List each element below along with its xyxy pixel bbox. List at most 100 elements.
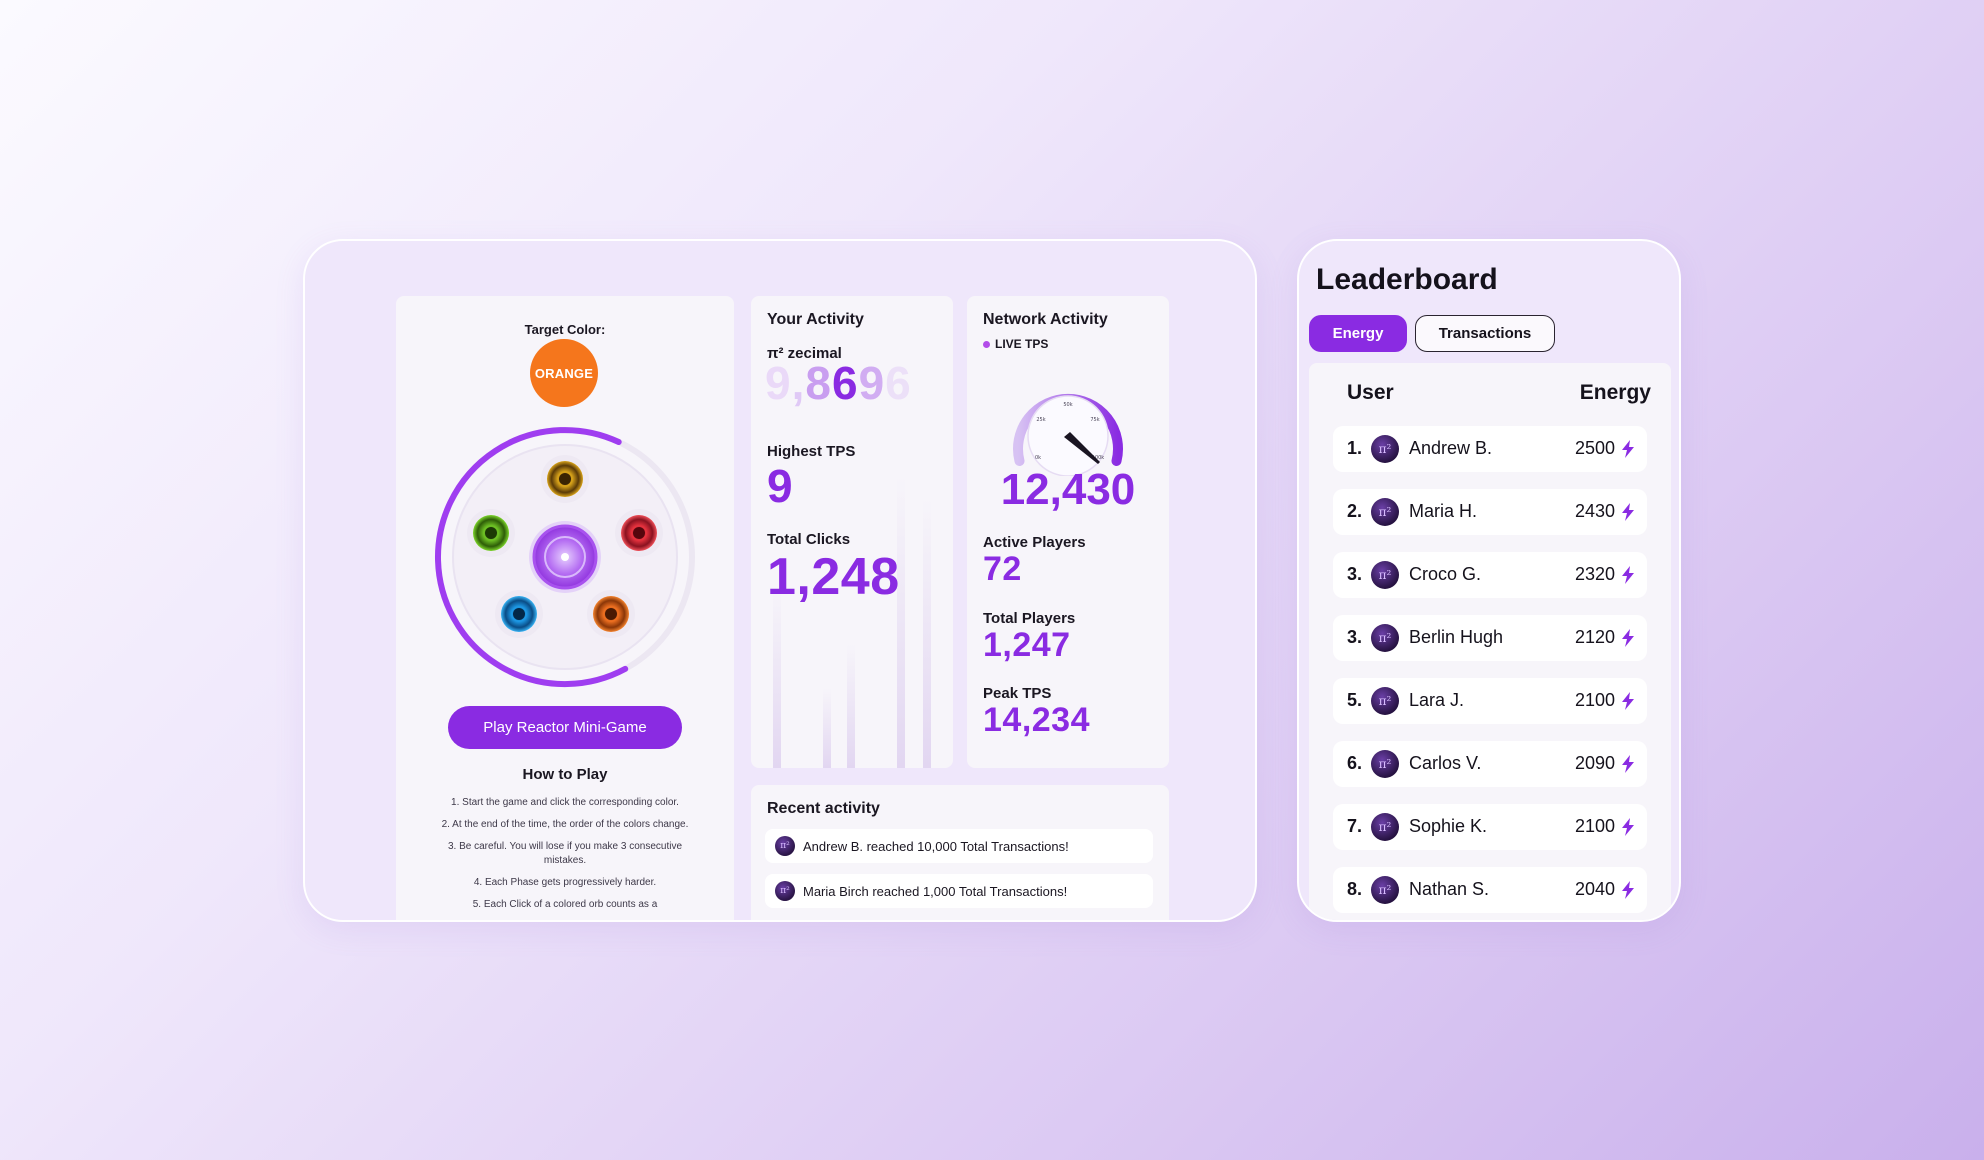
avatar: π²	[775, 836, 795, 856]
highest-tps-value: 9	[767, 460, 794, 512]
avatar: π²	[1371, 624, 1399, 652]
network-activity-title: Network Activity	[983, 311, 1108, 328]
avatar: π²	[1371, 813, 1399, 841]
how-to-play-title: How to Play	[522, 766, 608, 783]
gauge-tick: 0k	[1035, 455, 1041, 461]
energy-value: 2100	[1574, 690, 1615, 710]
activity-bars	[773, 476, 931, 768]
rank: 3.	[1347, 627, 1363, 647]
gauge-tick: 100k	[1092, 455, 1105, 461]
avatar: π²	[1371, 561, 1399, 589]
user-name: Carlos V.	[1409, 753, 1482, 773]
network-activity-card: Network Activity LIVE TPS 0k 25k 50k 75k…	[967, 296, 1169, 768]
zecimal-digit: 9	[765, 357, 792, 409]
green-orb[interactable]	[467, 509, 515, 557]
rank: 7.	[1347, 816, 1363, 836]
lightning-icon	[1622, 629, 1634, 647]
rank: 3.	[1347, 564, 1363, 584]
yellow-orb[interactable]	[541, 455, 589, 503]
tab-transactions[interactable]: Transactions	[1415, 315, 1555, 352]
dashboard-panel: Target Color: ORANGE	[303, 239, 1257, 922]
leaderboard-row[interactable]: 7. π² Sophie K. 2100	[1333, 804, 1647, 850]
user-name: Lara J.	[1409, 690, 1465, 710]
lightning-icon	[1622, 440, 1634, 458]
avatar: π²	[775, 881, 795, 901]
energy-value: 2430	[1574, 501, 1615, 521]
avatar: π²	[1371, 876, 1399, 904]
lightning-icon	[1622, 503, 1634, 521]
tab-energy[interactable]: Energy	[1309, 315, 1407, 352]
energy-value: 2320	[1574, 564, 1615, 584]
peak-tps-value: 14,234	[983, 701, 1090, 739]
leaderboard-row[interactable]: 5. π² Lara J. 2100	[1333, 678, 1647, 724]
zecimal-counter: 9,8696	[765, 356, 912, 410]
user-name: Nathan S.	[1409, 879, 1490, 899]
leaderboard-row[interactable]: 3. π² Berlin Hugh 2120	[1333, 615, 1647, 661]
target-color-label: Target Color:	[524, 322, 606, 337]
leaderboard-panel: Leaderboard Energy Transactions User Ene…	[1297, 239, 1681, 922]
zecimal-digit: ,	[791, 357, 806, 409]
blue-orb[interactable]	[495, 590, 543, 638]
column-header-user: User	[1347, 381, 1394, 404]
your-activity-title: Your Activity	[767, 311, 864, 328]
lightning-icon	[1622, 566, 1634, 584]
how-to-play-steps: 1. Start the game and click the correspo…	[426, 796, 704, 920]
activity-item[interactable]: π² Andrew B. reached 10,000 Total Transa…	[765, 829, 1153, 863]
progress-arc	[435, 427, 629, 688]
leaderboard-row[interactable]: 2. π² Maria H. 2430	[1333, 489, 1647, 535]
rank: 5.	[1347, 690, 1363, 710]
howto-step: 3. Be careful. You will lose if you make…	[447, 841, 683, 866]
leaderboard-row[interactable]: 6. π² Carlos V. 2090	[1333, 741, 1647, 787]
peak-tps-label: Peak TPS	[983, 685, 1052, 702]
leaderboard-row[interactable]: 8. π² Nathan S. 2040	[1333, 867, 1647, 913]
avatar: π²	[1371, 435, 1399, 463]
live-tps-label: LIVE TPS	[995, 337, 1049, 351]
howto-step: 5. Each Click of a colored orb counts as…	[472, 899, 658, 910]
avatar: π²	[1371, 498, 1399, 526]
user-name: Berlin Hugh	[1409, 627, 1504, 647]
total-players-value: 1,247	[983, 626, 1071, 664]
zecimal-label: π² zecimal	[767, 345, 842, 362]
red-orb[interactable]	[615, 509, 663, 557]
lightning-icon	[1622, 881, 1634, 899]
howto-step: 2. At the end of the time, the order of …	[441, 819, 689, 830]
user-name: Sophie K.	[1409, 816, 1488, 836]
recent-activity-title: Recent activity	[767, 800, 880, 817]
active-players-label: Active Players	[983, 534, 1086, 551]
leaderboard-row[interactable]: 1. π² Andrew B. 2500	[1333, 426, 1647, 472]
total-clicks-value: 1,248	[767, 548, 900, 606]
live-tps-indicator: LIVE TPS	[983, 337, 1048, 351]
leaderboard-table: User Energy 1. π² Andrew B. 2500 2. π² M…	[1309, 363, 1671, 920]
recent-activity-card: Recent activity π² Andrew B. reached 10,…	[751, 785, 1169, 920]
gauge-tick: 25k	[1036, 417, 1045, 423]
lightning-icon	[1622, 755, 1634, 773]
reactor-ring	[435, 427, 695, 688]
active-players-value: 72	[983, 550, 1022, 588]
orange-orb[interactable]	[587, 590, 635, 638]
rank: 1.	[1347, 438, 1363, 458]
energy-value: 2100	[1574, 816, 1615, 836]
howto-step: 4. Each Phase gets progressively harder.	[473, 877, 657, 888]
rank: 6.	[1347, 753, 1363, 773]
total-players-label: Total Players	[983, 610, 1076, 627]
reactor-core[interactable]	[529, 521, 601, 593]
avatar: π²	[1371, 750, 1399, 778]
tps-gauge: 0k 25k 50k 75k 100k	[1013, 393, 1123, 476]
play-minigame-button[interactable]: Play Reactor Mini-Game	[448, 706, 682, 749]
leaderboard-row[interactable]: 3. π² Croco G. 2320	[1333, 552, 1647, 598]
energy-value: 2120	[1574, 627, 1615, 647]
total-clicks-label: Total Clicks	[767, 531, 851, 548]
live-tps-value: 12,430	[1000, 465, 1136, 514]
your-activity-card: Your Activity π² zecimal 9,8696 Highest …	[751, 296, 953, 768]
activity-item[interactable]: π² Maria Birch reached 1,000 Total Trans…	[765, 874, 1153, 908]
gauge-needle	[1064, 432, 1100, 464]
howto-step: 1. Start the game and click the correspo…	[451, 797, 679, 808]
lightning-icon	[1622, 692, 1634, 710]
energy-value: 2040	[1574, 879, 1615, 899]
gauge-tick: 75k	[1090, 417, 1099, 423]
activity-text: Maria Birch reached 1,000 Total Transact…	[803, 883, 1068, 899]
target-color-chip: ORANGE	[530, 339, 598, 407]
user-name: Andrew B.	[1409, 438, 1493, 458]
zecimal-digit: 6	[885, 357, 912, 409]
gauge-tick: 50k	[1063, 402, 1072, 408]
